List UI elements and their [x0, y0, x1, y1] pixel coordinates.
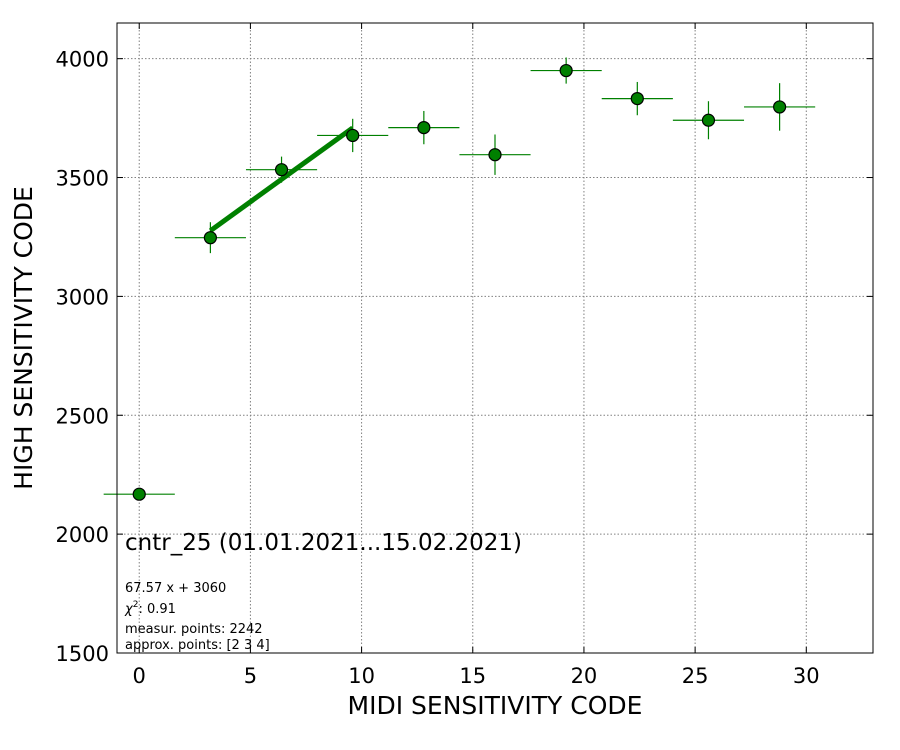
annotation-chi2-symbol: χ [124, 602, 134, 617]
annotation-approx-points: approx. points: [2 3 4] [125, 638, 270, 653]
data-point [346, 128, 360, 143]
annotation-measur-points: measur. points: 2242 [125, 622, 263, 637]
x-tick-label: 5 [244, 664, 257, 688]
data-point [488, 148, 502, 162]
fit-line [208, 125, 355, 233]
data-point [417, 121, 431, 135]
data-point [274, 163, 289, 177]
annotation-chi2-superscript: 2 [133, 600, 139, 610]
annotation-title: cntr_25 (01.01.2021...15.02.2021) [125, 530, 522, 556]
data-point [559, 63, 573, 78]
data-point [132, 487, 146, 501]
plot-frame [116, 22, 874, 654]
data-point [203, 231, 217, 245]
y-tick-label: 4000 [56, 48, 109, 72]
x-tick-label: 10 [348, 664, 375, 688]
annotation-fit-equation: 67.57 x + 3060 [125, 581, 226, 596]
y-axis-title: HIGH SENSITIVITY CODE [9, 186, 38, 490]
x-tick-label: 30 [793, 664, 820, 688]
data-point [630, 91, 644, 106]
data-point [773, 100, 787, 114]
annotation-chi2-value: : 0.91 [138, 602, 175, 617]
x-tick-label: 15 [459, 664, 486, 688]
plot-marks [103, 57, 816, 501]
y-tick-label: 2000 [56, 523, 109, 547]
y-tick-label: 3000 [56, 285, 109, 309]
y-tick-label: 1500 [56, 642, 109, 666]
y-tick-labels: 1500 2000 2500 3000 3500 4000 [56, 48, 109, 666]
x-tick-label: 0 [133, 664, 146, 688]
x-tick-label: 20 [571, 664, 598, 688]
y-tick-label: 2500 [56, 404, 109, 428]
annotation-chi2: χ2: 0.91 [124, 600, 176, 617]
y-tick-label: 3500 [56, 167, 109, 191]
x-tick-label: 25 [682, 664, 709, 688]
x-axis-title: MIDI SENSITIVITY CODE [348, 691, 643, 720]
x-tick-labels: 0 5 10 15 20 25 30 [133, 664, 820, 688]
data-point [701, 113, 716, 127]
